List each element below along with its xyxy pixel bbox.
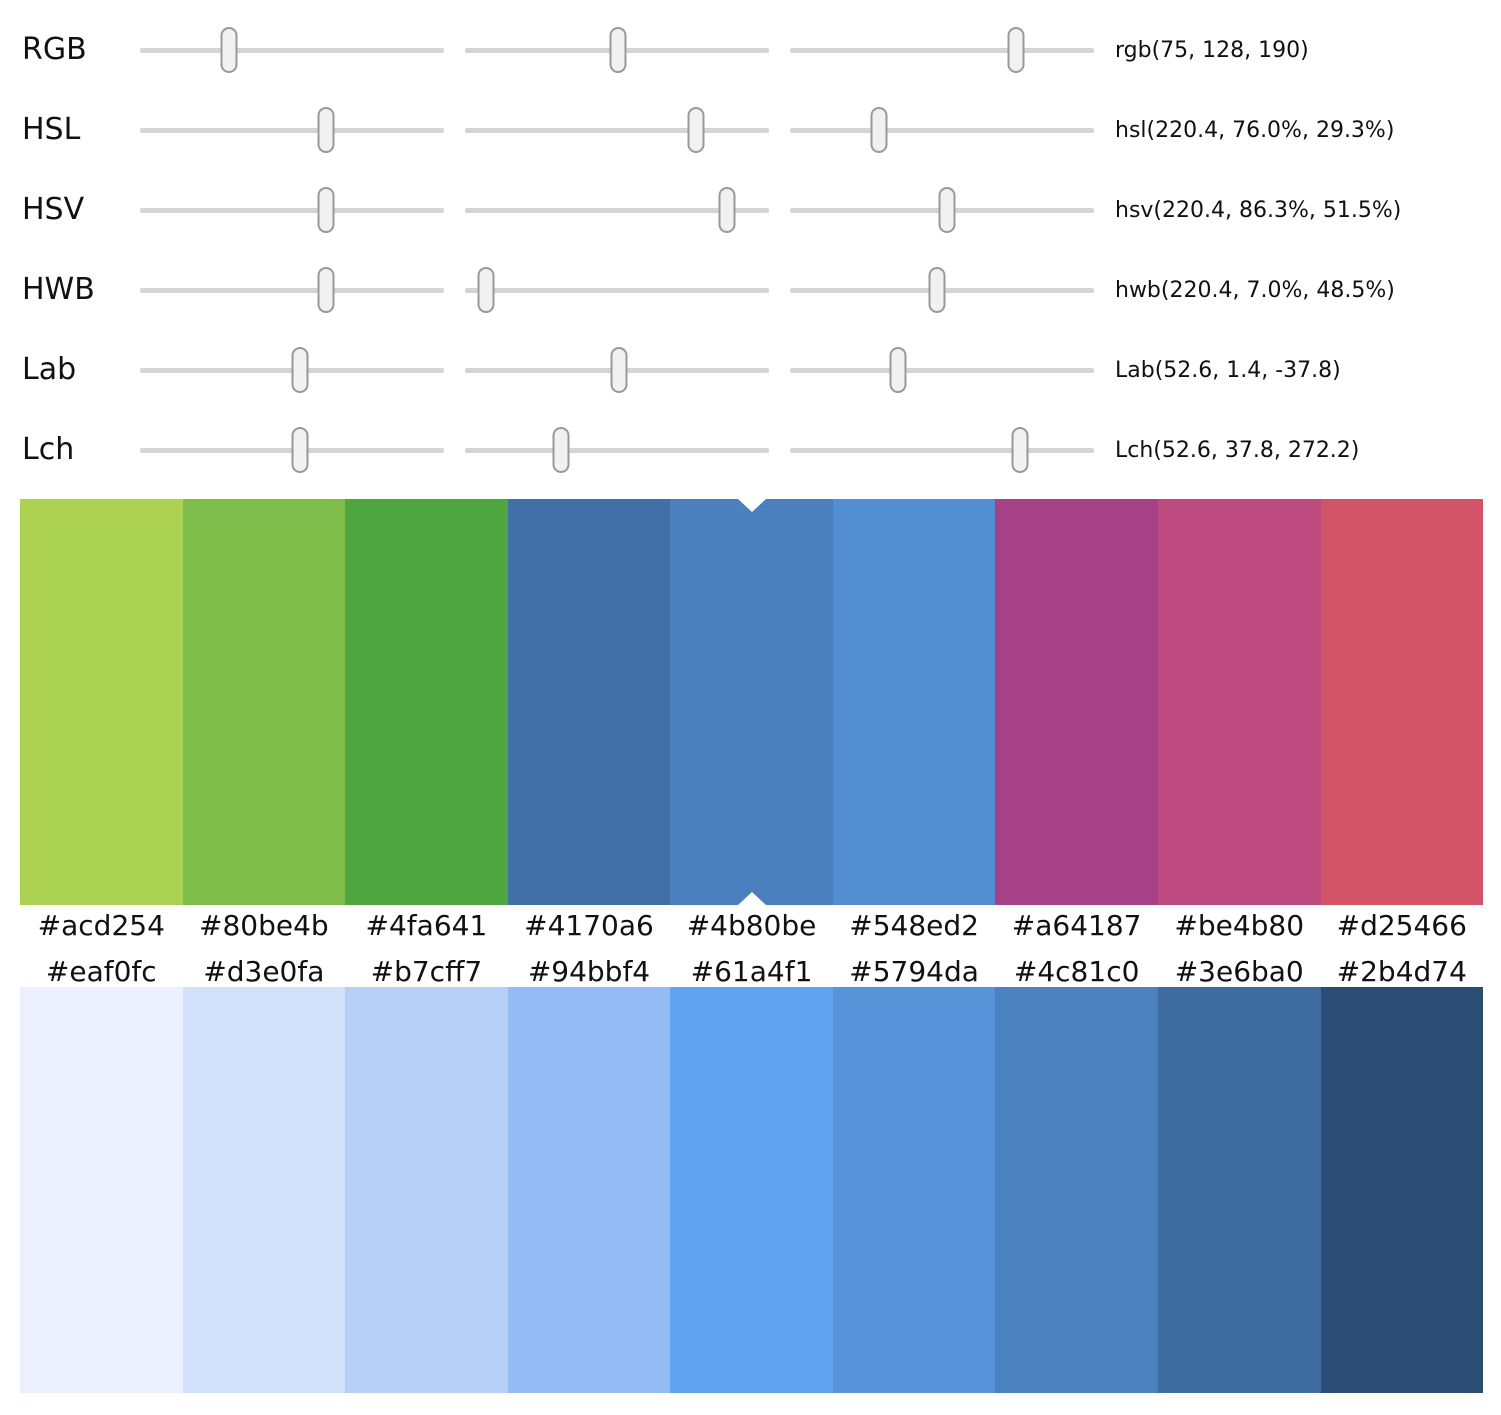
hsl-value-readout: hsl(220.4, 76.0%, 29.3%) bbox=[1115, 117, 1395, 143]
shade-palette-swatch-5[interactable] bbox=[832, 987, 996, 1393]
slider-row-hsv: HSV hsv(220.4, 86.3%, 51.5%) bbox=[0, 170, 1501, 250]
hue-palette-swatch-7[interactable] bbox=[1157, 499, 1321, 905]
shade-hex-label-4: #61a4f1 bbox=[690, 954, 813, 988]
hsv-value-slider[interactable] bbox=[790, 187, 1094, 233]
rgb-green-slider[interactable] bbox=[465, 27, 769, 73]
hue-palette-swatch-5[interactable] bbox=[832, 499, 996, 905]
shade-hex-label-2: #b7cff7 bbox=[370, 954, 483, 988]
hue-hex-label-4: #4b80be bbox=[686, 909, 817, 942]
color-sliders-panel: RGB rgb(75, 128, 190) HSL bbox=[0, 0, 1501, 490]
hue-hex-label-row: #acd254 #80be4b #4fa641 #4170a6 #4b80be … bbox=[20, 905, 1483, 946]
selected-swatch-caret-top-icon bbox=[737, 499, 766, 512]
hsv-hue-slider-thumb[interactable] bbox=[317, 187, 335, 233]
rgb-blue-slider[interactable] bbox=[790, 27, 1094, 73]
lch-chroma-slider[interactable] bbox=[465, 427, 769, 473]
hue-palette-swatch-8[interactable] bbox=[1320, 499, 1484, 905]
slider-row-lab: Lab Lab(52.6, 1.4, -37.8) bbox=[0, 330, 1501, 410]
hue-hex-label-8: #d25466 bbox=[1336, 909, 1467, 942]
hue-hex-label-3: #4170a6 bbox=[524, 909, 654, 942]
lab-lightness-slider[interactable] bbox=[140, 347, 444, 393]
hsv-hue-slider[interactable] bbox=[140, 187, 444, 233]
lab-a-slider[interactable] bbox=[465, 347, 769, 393]
lch-chroma-slider-thumb[interactable] bbox=[552, 427, 570, 473]
selected-swatch-caret-bottom-icon bbox=[737, 892, 766, 905]
rgb-blue-slider-thumb[interactable] bbox=[1007, 27, 1025, 73]
slider-row-rgb: RGB rgb(75, 128, 190) bbox=[0, 10, 1501, 90]
shade-palette-swatch-3[interactable] bbox=[507, 987, 671, 1393]
rgb-red-slider[interactable] bbox=[140, 27, 444, 73]
lab-value-readout: Lab(52.6, 1.4, -37.8) bbox=[1115, 357, 1341, 383]
shade-hex-label-3: #94bbf4 bbox=[527, 954, 651, 988]
hue-hex-label-7: #be4b80 bbox=[1174, 909, 1305, 942]
lch-value-readout: Lch(52.6, 37.8, 272.2) bbox=[1115, 437, 1360, 463]
hwb-hue-slider-thumb[interactable] bbox=[317, 267, 335, 313]
shade-hex-label-6: #4c81c0 bbox=[1013, 954, 1140, 988]
rgb-value-readout: rgb(75, 128, 190) bbox=[1115, 37, 1309, 63]
shade-palette-swatch-1[interactable] bbox=[182, 987, 346, 1393]
shade-hex-label-8: #2b4d74 bbox=[1336, 954, 1467, 988]
hwb-value-readout: hwb(220.4, 7.0%, 48.5%) bbox=[1115, 277, 1395, 303]
hsl-saturation-slider[interactable] bbox=[465, 107, 769, 153]
lch-hue-slider[interactable] bbox=[790, 427, 1094, 473]
hsv-saturation-slider-thumb[interactable] bbox=[718, 187, 736, 233]
shade-palette-swatch-0[interactable] bbox=[20, 987, 183, 1393]
hue-hex-label-6: #a64187 bbox=[1011, 909, 1142, 942]
slider-row-hwb: HWB hwb(220.4, 7.0%, 48.5%) bbox=[0, 250, 1501, 330]
hue-palette-swatch-2[interactable] bbox=[345, 499, 508, 905]
hue-hex-label-1: #80be4b bbox=[199, 909, 329, 942]
slider-group-label: HWB bbox=[22, 272, 95, 307]
hue-palette-swatch-3[interactable] bbox=[507, 499, 671, 905]
hsv-value-slider-thumb[interactable] bbox=[938, 187, 956, 233]
lch-lightness-slider[interactable] bbox=[140, 427, 444, 473]
hsl-hue-slider-thumb[interactable] bbox=[317, 107, 335, 153]
slider-group-label: HSV bbox=[22, 192, 85, 227]
shade-palette-swatch-2[interactable] bbox=[345, 987, 508, 1393]
hue-palette-swatch-1[interactable] bbox=[182, 499, 346, 905]
shade-palette-swatch-6[interactable] bbox=[995, 987, 1158, 1393]
hsv-value-readout: hsv(220.4, 86.3%, 51.5%) bbox=[1115, 197, 1402, 223]
lab-b-slider-thumb[interactable] bbox=[889, 347, 907, 393]
shade-hex-label-row: #eaf0fc #d3e0fa #b7cff7 #94bbf4 #61a4f1 … bbox=[20, 946, 1483, 988]
shade-palette-swatch-8[interactable] bbox=[1320, 987, 1484, 1393]
hue-palette bbox=[20, 499, 1484, 905]
rgb-green-slider-thumb[interactable] bbox=[609, 27, 627, 73]
hue-hex-label-2: #4fa641 bbox=[365, 909, 488, 942]
lch-hue-slider-thumb[interactable] bbox=[1011, 427, 1029, 473]
shade-palette-swatch-4[interactable] bbox=[670, 987, 833, 1393]
hwb-hue-slider[interactable] bbox=[140, 267, 444, 313]
hsl-lightness-slider-thumb[interactable] bbox=[870, 107, 888, 153]
hue-palette-swatch-4[interactable] bbox=[670, 499, 833, 905]
shade-hex-label-5: #5794da bbox=[849, 954, 979, 988]
hwb-whiteness-slider[interactable] bbox=[465, 267, 769, 313]
slider-row-hsl: HSL hsl(220.4, 76.0%, 29.3%) bbox=[0, 90, 1501, 170]
shade-hex-label-1: #d3e0fa bbox=[203, 954, 325, 988]
slider-group-label: HSL bbox=[22, 112, 81, 147]
hue-palette-swatch-0[interactable] bbox=[20, 499, 183, 905]
lch-lightness-slider-thumb[interactable] bbox=[291, 427, 309, 473]
hue-hex-label-5: #548ed2 bbox=[849, 909, 979, 942]
hwb-blackness-slider[interactable] bbox=[790, 267, 1094, 313]
hsv-saturation-slider[interactable] bbox=[465, 187, 769, 233]
slider-row-lch: Lch Lch(52.6, 37.8, 272.2) bbox=[0, 410, 1501, 490]
hwb-whiteness-slider-thumb[interactable] bbox=[477, 267, 495, 313]
hue-palette-swatch-6[interactable] bbox=[995, 499, 1158, 905]
shade-palette bbox=[20, 987, 1484, 1393]
slider-group-label: Lch bbox=[22, 432, 75, 467]
shade-palette-swatch-7[interactable] bbox=[1157, 987, 1321, 1393]
hsl-lightness-slider[interactable] bbox=[790, 107, 1094, 153]
hue-hex-label-0: #acd254 bbox=[37, 909, 165, 942]
shade-hex-label-7: #3e6ba0 bbox=[1174, 954, 1304, 988]
slider-group-label: Lab bbox=[22, 352, 77, 387]
hwb-blackness-slider-thumb[interactable] bbox=[928, 267, 946, 313]
hsl-saturation-slider-thumb[interactable] bbox=[687, 107, 705, 153]
slider-group-label: RGB bbox=[22, 32, 87, 67]
hsl-hue-slider[interactable] bbox=[140, 107, 444, 153]
shade-hex-label-0: #eaf0fc bbox=[45, 954, 157, 988]
rgb-red-slider-thumb[interactable] bbox=[220, 27, 238, 73]
lab-a-slider-thumb[interactable] bbox=[610, 347, 628, 393]
lab-b-slider[interactable] bbox=[790, 347, 1094, 393]
lab-lightness-slider-thumb[interactable] bbox=[291, 347, 309, 393]
